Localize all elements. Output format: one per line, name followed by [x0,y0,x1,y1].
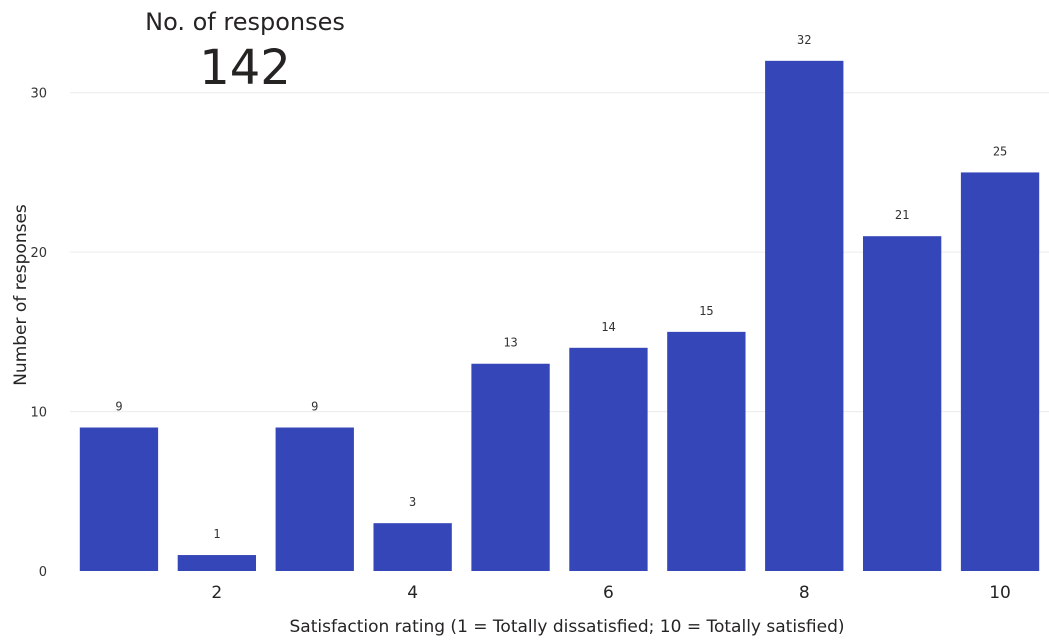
data-label-rating-2: 1 [213,527,220,541]
data-label-rating-5: 13 [503,336,517,350]
y-tick-label: 10 [30,406,47,421]
bar-rating-4 [373,523,452,571]
x-axis-title: Satisfaction rating (1 = Totally dissati… [290,617,845,637]
x-tick-label: 6 [603,583,614,603]
bar-rating-9 [862,236,942,571]
data-label-rating-10: 25 [993,144,1007,158]
y-axis-title: Number of responses [11,204,31,386]
card-value: 142 [199,40,291,96]
y-tick-label: 30 [30,87,47,102]
bar-rating-7 [667,331,746,571]
data-label-rating-1: 9 [115,400,122,414]
bar-rating-3 [275,427,354,571]
bar-rating-10 [960,172,1040,571]
data-label-rating-3: 9 [311,400,318,414]
card-label: No. of responses [145,8,345,36]
data-label-rating-7: 15 [699,304,713,318]
bars [79,60,1040,571]
x-tick-label: 2 [211,583,222,603]
data-label-rating-9: 21 [895,208,909,222]
data-label-rating-4: 3 [409,495,416,509]
bar-rating-1 [79,427,159,571]
bar-rating-6 [569,347,648,571]
bar-rating-8 [765,60,844,571]
data-labels: 9 1 9 3 13 14 15 32 21 25 [115,33,1007,541]
y-tick-label: 0 [39,565,47,580]
x-axis-ticks: 2 4 6 8 10 [211,583,1010,603]
response-count-card: No. of responses 142 [100,8,390,96]
data-label-rating-6: 14 [601,320,615,334]
y-axis-ticks: 0 10 20 30 [30,87,47,580]
bar-rating-2 [177,555,257,571]
x-tick-label: 10 [989,583,1011,603]
x-tick-label: 4 [407,583,418,603]
y-tick-label: 20 [30,246,47,261]
data-label-rating-8: 32 [797,33,811,47]
x-tick-label: 8 [799,583,810,603]
bar-rating-5 [471,363,550,571]
